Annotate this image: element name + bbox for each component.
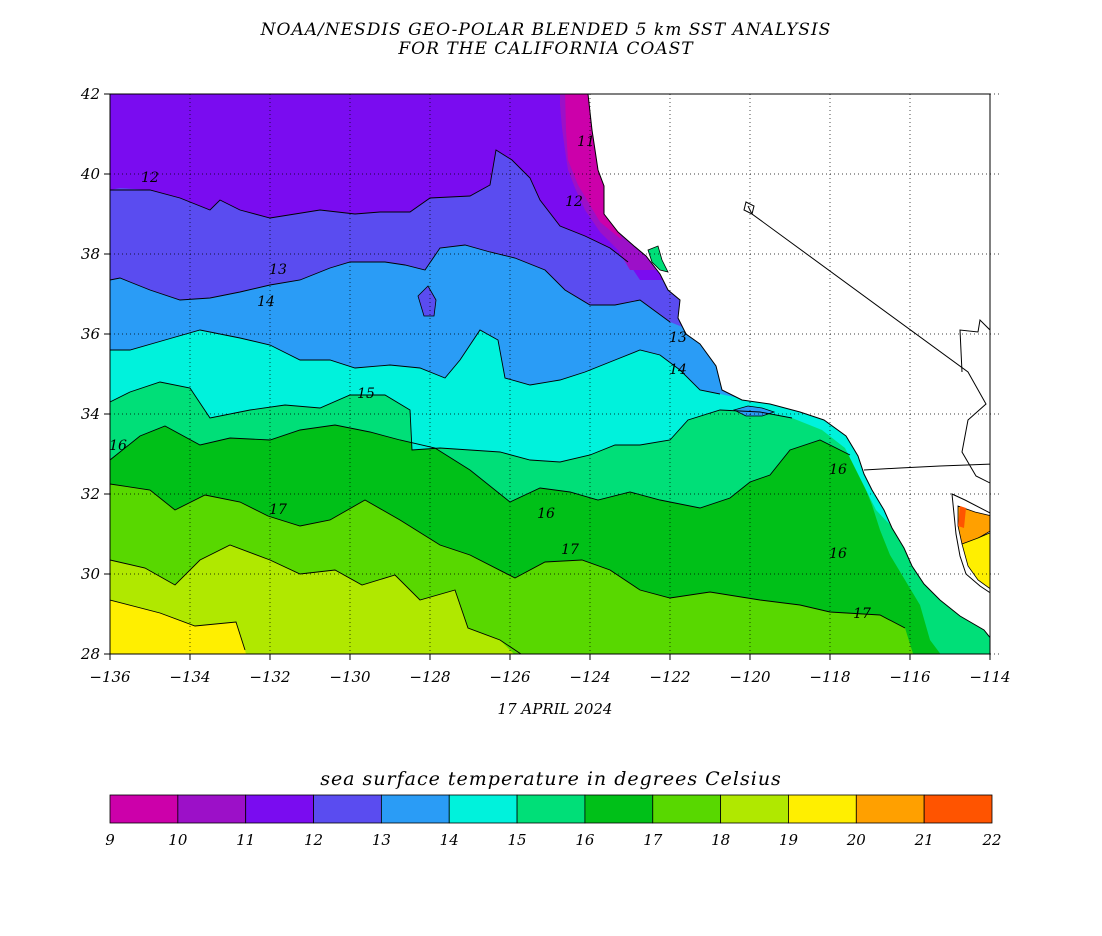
colorbar-swatch: [652, 794, 722, 824]
baja-warm-water: [957, 505, 990, 545]
sf-bay-water: [647, 245, 669, 273]
contour-lines: [110, 149, 906, 654]
colorbar-tick-label: 14: [440, 831, 459, 849]
colorbar-swatch: [448, 794, 518, 824]
colorbar-swatch: [923, 794, 993, 824]
contour-18: [110, 544, 522, 654]
lake-tahoe-edge: [743, 201, 755, 215]
contour-label: 14: [669, 362, 687, 378]
lat-tick-label: 36: [81, 325, 101, 343]
colorbar-swatch: [245, 794, 314, 824]
lon-tick-label: −126: [489, 668, 531, 686]
state-border-ca-mx: [863, 463, 990, 471]
lon-tick-label: −128: [409, 668, 450, 686]
contour-label: 17: [561, 542, 579, 558]
contour-label: 12: [565, 194, 583, 210]
contour-15: [110, 381, 793, 463]
map-title-line2: FOR THE CALIFORNIA COAST: [398, 39, 694, 59]
colorbar-swatch: [788, 794, 857, 824]
contour-label: 13: [669, 330, 687, 346]
colorbar-tick-label: 16: [575, 831, 595, 849]
analysis-date: 17 APRIL 2024: [497, 700, 613, 718]
colorbar-tick-label: 21: [914, 831, 934, 849]
baja-yellow-water: [961, 532, 990, 590]
lat-tick-label: 42: [80, 85, 100, 103]
colorbar-swatch: [720, 794, 789, 824]
contour-12: [110, 149, 629, 263]
baja-hot-water: [958, 506, 966, 528]
contour-label: 16: [829, 462, 847, 478]
contour-17: [110, 483, 906, 629]
colorbar-tick-label: 13: [372, 831, 391, 849]
small-island-1: [417, 285, 437, 317]
contour-label: 15: [357, 386, 375, 402]
colorbar-tick-label: 11: [236, 831, 255, 849]
contour-label: 17: [269, 502, 287, 518]
channel-islands: [732, 405, 776, 417]
contour-label: 13: [269, 262, 287, 278]
lon-tick-label: −114: [969, 668, 1010, 686]
colorbar-tick-label: 9: [105, 831, 115, 849]
colorbar: 9 10 11 12 13 14 15 16 17 18 19 20 21 22: [105, 794, 1002, 849]
lon-tick-label: −132: [249, 668, 290, 686]
colorbar-tick-label: 22: [981, 831, 1001, 849]
colorbar-tick-label: 17: [643, 831, 663, 849]
lat-tick-label: 34: [81, 405, 100, 423]
colorbar-swatch: [380, 794, 450, 824]
lon-tick-label: −124: [569, 668, 610, 686]
lon-tick-label: −134: [169, 668, 210, 686]
contour-label: 14: [257, 294, 275, 310]
lat-tick-label: 28: [80, 645, 100, 663]
colorbar-tick-label: 19: [779, 831, 799, 849]
contour-19: [110, 599, 246, 651]
contour-label: 12: [141, 170, 159, 186]
lon-tick-label: −136: [89, 668, 131, 686]
colorbar-swatch: [109, 794, 179, 824]
contour-14: [110, 329, 721, 395]
colorbar-swatch: [516, 794, 586, 824]
colorbar-tick-label: 15: [508, 831, 527, 849]
lon-tick-label: −122: [649, 668, 690, 686]
plot-frame: [109, 93, 991, 655]
colorbar-swatch: [313, 794, 382, 824]
colorbar-swatch: [177, 794, 247, 824]
lat-tick-label: 38: [81, 245, 100, 263]
map-axes: −136 −134 −132 −130 −128 −126 −124 −122 −120 −118…: [80, 85, 1011, 686]
colorbar-swatch: [584, 794, 654, 824]
map-title-line1: NOAA/NESDIS GEO-POLAR BLENDED 5 km SST A…: [260, 20, 832, 40]
colorbar-swatch: [855, 794, 925, 824]
colorbar-tick-label: 12: [304, 831, 323, 849]
colorbar-title: sea surface temperature in degrees Celsi…: [320, 768, 782, 790]
contour-label: 16: [109, 438, 127, 454]
lon-tick-label: −116: [889, 668, 931, 686]
colorbar-tick-label: 18: [711, 831, 730, 849]
lon-tick-label: −120: [729, 668, 771, 686]
contour-labels: 11 12 12 13 13 14 14 15 16 16 16 16 17 17 17: [109, 134, 871, 622]
contour-label: 17: [853, 606, 871, 622]
contour-label: 11: [577, 134, 595, 150]
lat-tick-label: 32: [81, 485, 100, 503]
contour-13: [110, 244, 671, 323]
contour-label: 16: [537, 506, 555, 522]
sst-field: [110, 94, 990, 654]
state-border-ca-nv: [747, 205, 990, 484]
lon-tick-label: −130: [329, 668, 371, 686]
colorbar-tick-label: 10: [168, 831, 188, 849]
nv-edge: [959, 94, 990, 373]
lat-tick-label: 40: [80, 165, 101, 183]
land-california: [587, 94, 990, 639]
lat-tick-label: 30: [81, 565, 101, 583]
lon-tick-label: −118: [809, 668, 850, 686]
contour-label: 16: [829, 546, 847, 562]
colorbar-tick-label: 20: [846, 831, 867, 849]
